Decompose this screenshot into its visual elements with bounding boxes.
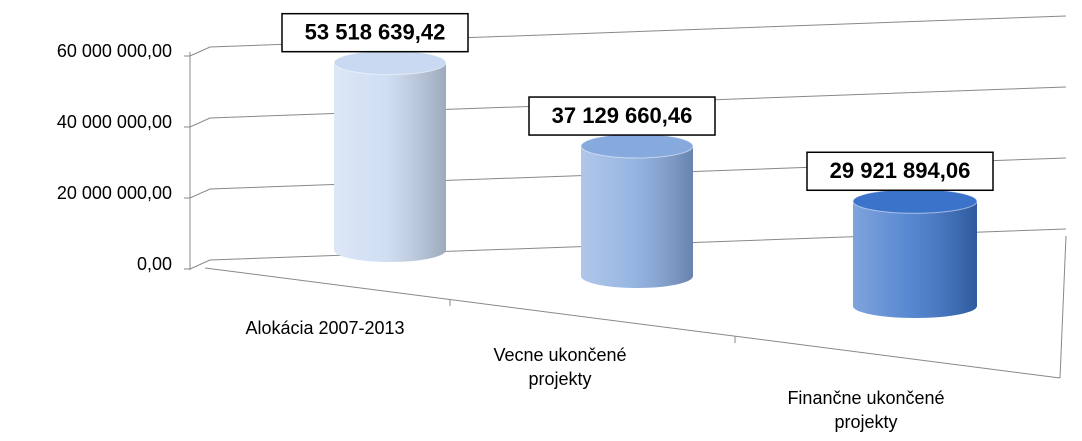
- bar-shade: [334, 62, 446, 263]
- value-label: 29 921 894,06: [830, 158, 971, 183]
- value-label-box: [806, 151, 994, 192]
- y-tick-label: 60 000 000,00: [57, 41, 172, 61]
- x-tick-label: Vecne ukončené projekty: [493, 345, 627, 389]
- value-label-box: [528, 96, 716, 136]
- floor-right-edge: [1059, 235, 1067, 379]
- x-tick-label: Alokácia 2007-2013: [245, 318, 405, 338]
- bar-top: [852, 188, 978, 214]
- value-label: 37 129 660,46: [552, 103, 693, 128]
- bar-shade: [581, 146, 693, 288]
- y-tick-label: 20 000 000,00: [57, 183, 172, 203]
- grid-line: [184, 15, 1067, 57]
- floor-front-edge: [204, 267, 1061, 379]
- y-tick-label: 40 000 000,00: [57, 112, 172, 132]
- value-label: 53 518 639,42: [305, 19, 446, 44]
- value-label-box: [281, 12, 469, 53]
- bar-top: [333, 50, 447, 76]
- x-tick-label: Finančne ukončené projekty: [787, 388, 945, 432]
- bar-top: [580, 133, 694, 159]
- bar-shade: [853, 201, 977, 318]
- y-tick-label: 0,00: [137, 254, 172, 274]
